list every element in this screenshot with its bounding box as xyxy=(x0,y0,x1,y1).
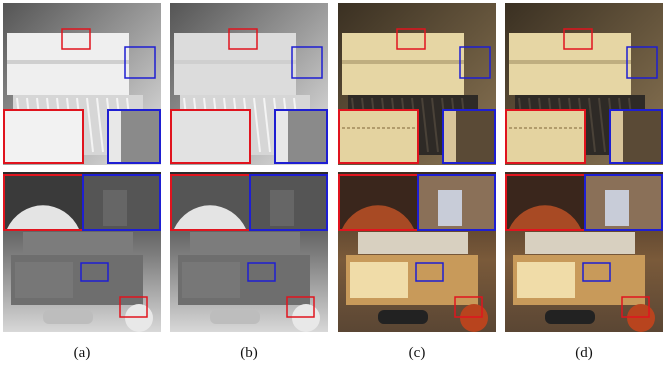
ball xyxy=(292,304,320,332)
books xyxy=(23,232,133,254)
floor-shoes xyxy=(43,310,93,324)
figure: (a) (b) (c) (d) xyxy=(0,0,663,366)
inset-object xyxy=(605,190,629,226)
inset-object xyxy=(270,190,294,226)
box-lid-shadow xyxy=(509,60,631,64)
floor-shoes xyxy=(378,310,428,324)
top-red-inset xyxy=(506,110,585,163)
shelf-drawer xyxy=(517,262,575,298)
ball xyxy=(460,304,488,332)
books xyxy=(190,232,300,254)
inset-edge xyxy=(109,111,121,162)
inset-edge xyxy=(276,111,288,162)
inset-edge xyxy=(611,111,623,162)
inset-edge xyxy=(444,111,456,162)
box-lid-shadow xyxy=(174,60,296,64)
ball xyxy=(125,304,153,332)
box-lid-shadow xyxy=(7,60,129,64)
panel-label: (c) xyxy=(409,345,426,361)
panel-column xyxy=(170,3,328,332)
top-red-inset xyxy=(171,110,250,163)
top-red-inset xyxy=(4,110,83,163)
books xyxy=(358,232,468,254)
inset-object xyxy=(438,190,462,226)
books xyxy=(525,232,635,254)
shelf-drawer xyxy=(15,262,73,298)
panel-label: (d) xyxy=(575,345,593,361)
floor-shoes xyxy=(545,310,595,324)
top-red-inset xyxy=(339,110,418,163)
panel-column xyxy=(505,3,663,332)
ball xyxy=(627,304,655,332)
panel-label: (b) xyxy=(240,345,258,361)
box-lid-shadow xyxy=(342,60,464,64)
inset-object xyxy=(103,190,127,226)
floor-shoes xyxy=(210,310,260,324)
panel-column xyxy=(338,3,496,332)
panel-label: (a) xyxy=(74,345,91,361)
panel-column xyxy=(3,3,161,332)
shelf-drawer xyxy=(350,262,408,298)
shelf-drawer xyxy=(182,262,240,298)
